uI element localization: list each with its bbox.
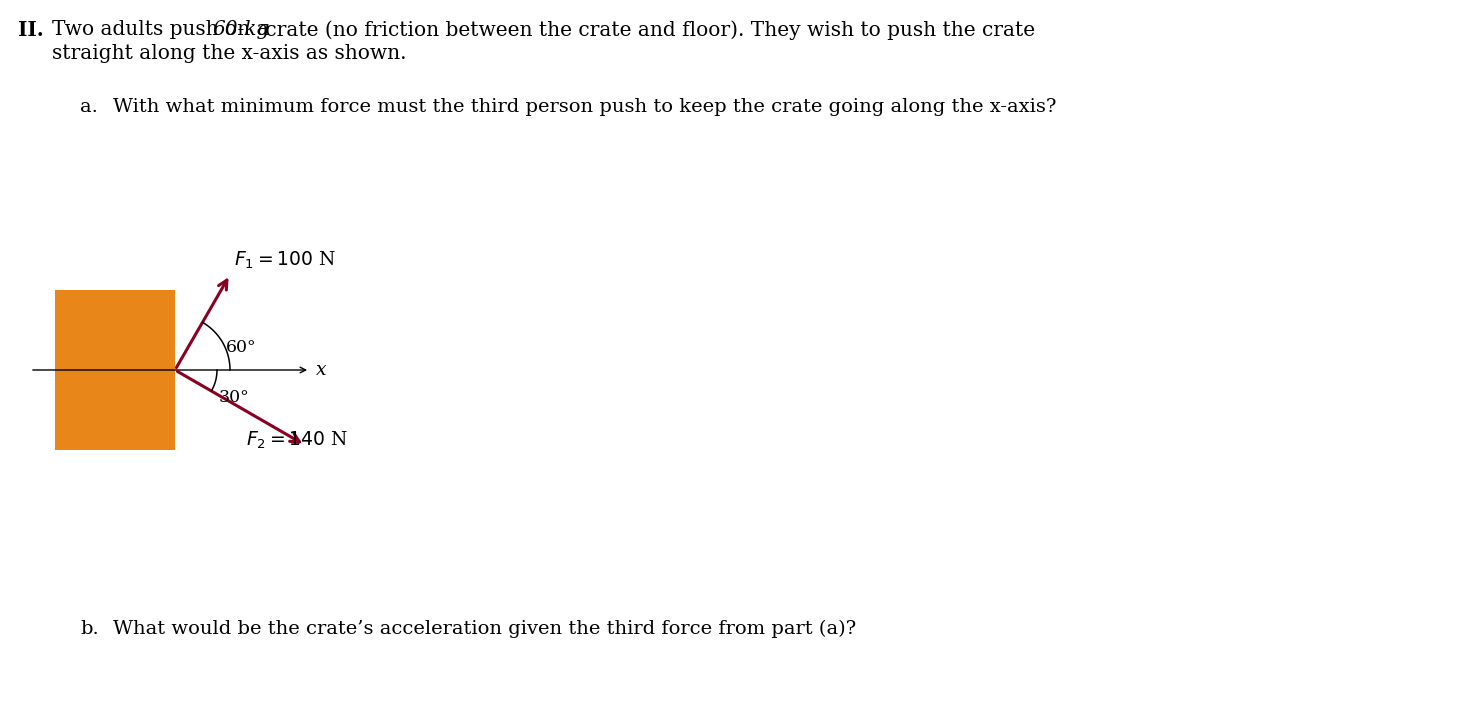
Text: What would be the crate’s acceleration given the third force from part (a)?: What would be the crate’s acceleration g… bbox=[113, 620, 857, 638]
Text: b.: b. bbox=[80, 620, 99, 638]
Text: straight along the x-axis as shown.: straight along the x-axis as shown. bbox=[53, 44, 406, 63]
Text: 60°: 60° bbox=[225, 339, 256, 356]
Text: $F_2 = 140$ N: $F_2 = 140$ N bbox=[247, 429, 348, 451]
Text: With what minimum force must the third person push to keep the crate going along: With what minimum force must the third p… bbox=[113, 98, 1057, 116]
Text: crate (no friction between the crate and floor). They wish to push the crate: crate (no friction between the crate and… bbox=[259, 20, 1035, 39]
Text: Two adults push on a: Two adults push on a bbox=[53, 20, 275, 39]
Text: x: x bbox=[316, 361, 326, 379]
Text: II.: II. bbox=[18, 20, 44, 40]
Bar bbox=[56, 290, 175, 450]
Text: 30°: 30° bbox=[218, 389, 250, 406]
Text: $F_1 = 100$ N: $F_1 = 100$ N bbox=[234, 249, 336, 271]
Text: a.: a. bbox=[80, 98, 98, 116]
Text: 60-kg: 60-kg bbox=[212, 20, 269, 39]
